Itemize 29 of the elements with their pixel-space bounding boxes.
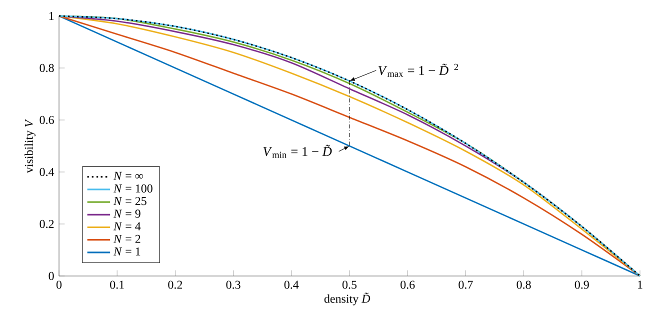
y-tick-label: 0.8 (40, 64, 54, 72)
x-tick-label: 0.5 (342, 280, 357, 289)
y-tick-label: 0.4 (40, 168, 54, 176)
x-tick-label: 0.1 (110, 280, 124, 289)
legend-label: N = 4 (113, 222, 141, 230)
x-tick-label: 0.6 (400, 280, 415, 289)
x-tick-label: 0 (56, 280, 62, 289)
x-tick-label: 0.9 (574, 280, 589, 289)
legend-label: N = 1 (113, 247, 140, 256)
x-tick-label: 0.8 (516, 280, 531, 289)
x-tick-label: 1 (638, 280, 642, 289)
annotation: V$_{min}$ = 1 − D̃ (263, 144, 332, 158)
y-tick-label: 1 (49, 12, 54, 20)
x-axis-title: density D̃ (324, 292, 370, 306)
legend-label: N = 2 (113, 234, 140, 243)
legend-label: N = 100 (113, 184, 152, 193)
line-series (58, 15, 641, 277)
y-tick-label: 0.6 (40, 116, 54, 124)
annotation: V$_{max}$ = 1 − D̃$^{2}$ (378, 64, 458, 77)
x-tick-label: 0.3 (226, 280, 240, 289)
x-tick-label: 0.7 (458, 280, 473, 289)
legend-label: N = 25 (113, 197, 146, 206)
y-axis-title: visibility V (24, 118, 36, 174)
legend-label: N = ∞ (113, 172, 143, 180)
x-tick-label: 0.4 (284, 280, 299, 289)
y-tick-label: 0.2 (40, 220, 54, 228)
legend-label: N = 9 (113, 210, 140, 218)
y-tick-label: 0 (48, 272, 54, 280)
x-tick-label: 0.2 (168, 280, 182, 289)
